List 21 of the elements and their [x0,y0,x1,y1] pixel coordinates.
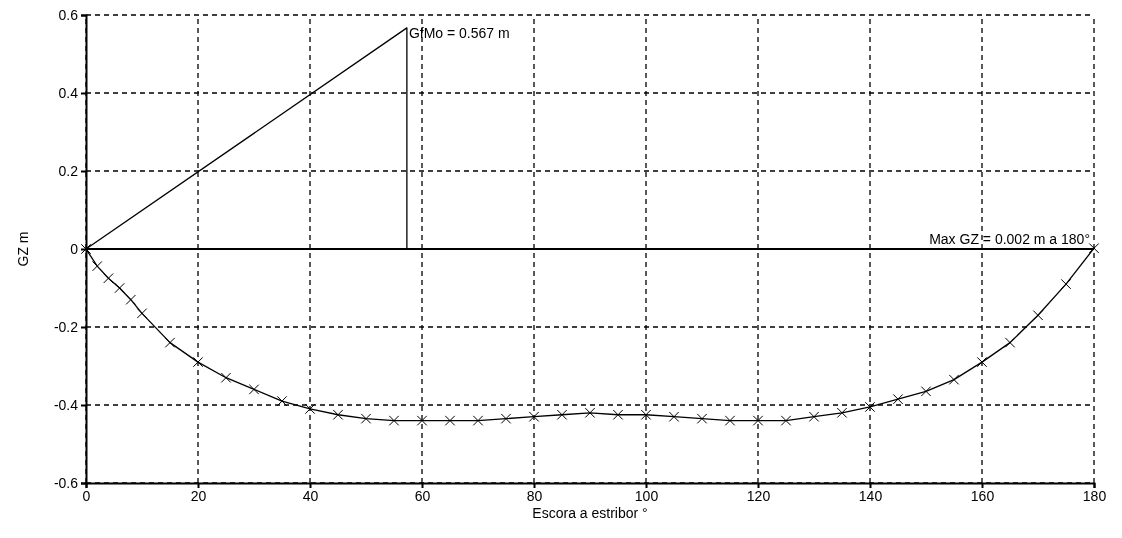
y-axis-title: GZ m [15,231,31,267]
x-tick-label: 140 [858,487,883,504]
x-tick-label: 60 [414,487,431,504]
y-tick-label: 0.4 [58,84,79,101]
y-tick-label: -0.2 [53,318,79,335]
x-tick-label: 160 [970,487,995,504]
annotation: GfMo = 0.567 m [408,24,510,41]
y-tick-label: -0.6 [53,474,79,491]
x-tick-label: 20 [190,487,207,504]
x-tick-label: 180 [1082,487,1107,504]
x-axis-title: Escora a estribor ° [532,505,648,521]
x-tick-label: 120 [746,487,771,504]
annotation: Max GZ = 0.002 m a 180° [929,231,1090,248]
x-tick-label: 80 [526,487,543,504]
y-tick-label: 0 [70,240,79,257]
y-tick-label: 0.6 [58,6,79,23]
x-tick-label: 100 [634,487,659,504]
y-tick-label: -0.4 [53,396,79,413]
x-tick-label: 0 [82,487,91,504]
y-tick-label: 0.2 [58,162,79,179]
x-tick-label: 40 [302,487,319,504]
